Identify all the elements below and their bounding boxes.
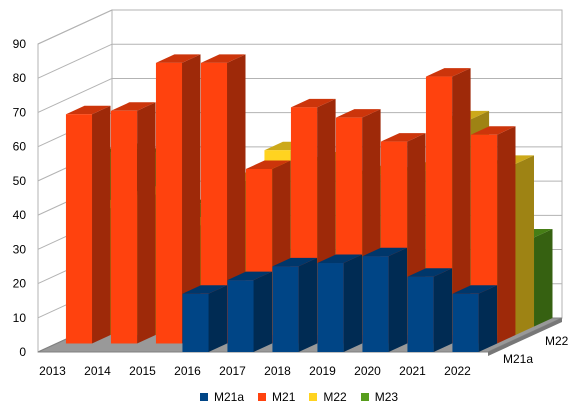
x-tick-label: 2013 (39, 364, 66, 378)
bar-top (317, 254, 363, 263)
bar-side (515, 155, 534, 335)
y-tick-label: 0 (19, 345, 26, 359)
bar-M21a-2022 (452, 285, 498, 352)
bar-top (111, 102, 156, 111)
bar-top (335, 109, 381, 118)
bar-M21a-2020 (362, 247, 408, 352)
y-tick-label: 80 (13, 71, 27, 85)
bar-M21a-2017 (227, 271, 272, 352)
x-tick-label: 2017 (219, 364, 246, 378)
bar-top (272, 257, 318, 267)
legend-swatch (200, 393, 208, 401)
bar-side (534, 229, 553, 327)
gridline-side (37, 77, 113, 113)
bar-front (362, 256, 389, 352)
y-tick-label: 70 (13, 105, 27, 119)
bar-top (452, 285, 498, 294)
y-tick-label: 60 (13, 140, 27, 154)
x-tick-label: 2018 (264, 364, 291, 378)
bar-M21a-2018 (272, 257, 318, 352)
y-tick-label: 20 (13, 277, 27, 291)
bar-top (407, 268, 453, 277)
legend-label: M21a (214, 390, 245, 404)
y-tick-label: 30 (13, 242, 27, 256)
bar-top (470, 126, 516, 135)
bar-side (298, 257, 318, 352)
x-tick-label: 2014 (84, 364, 111, 378)
legend-label: M23 (374, 390, 399, 404)
y-tick-label: 10 (13, 311, 27, 325)
bar-side (227, 54, 246, 344)
bar-front (65, 114, 93, 344)
x-tick-label: 2022 (444, 364, 471, 378)
depth-label: M22 (545, 334, 569, 348)
bar-side (497, 126, 516, 344)
y-tick-label: 40 (13, 208, 27, 222)
bar-top (155, 54, 201, 63)
legend-swatch (309, 393, 318, 401)
bar-side (452, 68, 471, 344)
bar-front (227, 280, 254, 352)
bar-M21a-2021 (407, 268, 453, 352)
legend-item: M23 (360, 390, 399, 404)
bar-front (317, 263, 344, 352)
gridline-side (37, 43, 113, 79)
x-tick-label: 2020 (354, 364, 381, 378)
floor-edge (488, 318, 562, 356)
bar-top (362, 247, 408, 257)
bar-front (182, 293, 209, 352)
bar-top (200, 54, 246, 63)
bar-top (290, 98, 336, 108)
x-tick-label: 2019 (309, 364, 336, 378)
bar-side (253, 271, 272, 352)
y-tick-label: 90 (13, 37, 27, 51)
bar-top (182, 285, 227, 294)
bar-top (245, 160, 291, 169)
bar-top (425, 68, 471, 77)
legend-item: M22 (309, 390, 347, 404)
legend-label: M22 (323, 390, 347, 404)
bar-side (343, 254, 363, 352)
bar-top (66, 105, 111, 115)
x-tick-label: 2016 (174, 364, 201, 378)
bar-front (452, 293, 479, 352)
legend-swatch (360, 393, 369, 401)
depth-label: M21a (503, 352, 533, 366)
bar-side (433, 268, 453, 352)
bar-side (388, 247, 408, 352)
legend-item: M21 (258, 390, 295, 404)
bar-front (155, 62, 183, 344)
x-tick-label: 2015 (129, 364, 156, 378)
x-tick-label: 2021 (399, 364, 426, 378)
bar-side (182, 54, 201, 344)
bar-M21a-2019 (317, 254, 363, 352)
chart-legend: M21a M21 M22 M23 (200, 388, 398, 406)
bar-M21-2014 (110, 102, 156, 344)
bar-M21-2013 (65, 105, 111, 344)
bar-M21a-2016 (182, 285, 227, 352)
bar-front (110, 110, 138, 344)
bar-side (92, 105, 111, 344)
bar-side (137, 102, 156, 344)
bar-front (407, 276, 434, 352)
bar-top (227, 271, 272, 281)
y-tick-label: 50 (13, 174, 27, 188)
bar-top (380, 133, 426, 142)
legend-label: M21 (272, 390, 296, 404)
legend-item: M21a (200, 390, 244, 404)
bar-side (208, 285, 227, 352)
bar-front (272, 266, 299, 352)
bar-side (478, 285, 498, 352)
gridline-side (37, 9, 113, 45)
bar-M21-2015 (155, 54, 201, 344)
legend-swatch (258, 393, 267, 401)
